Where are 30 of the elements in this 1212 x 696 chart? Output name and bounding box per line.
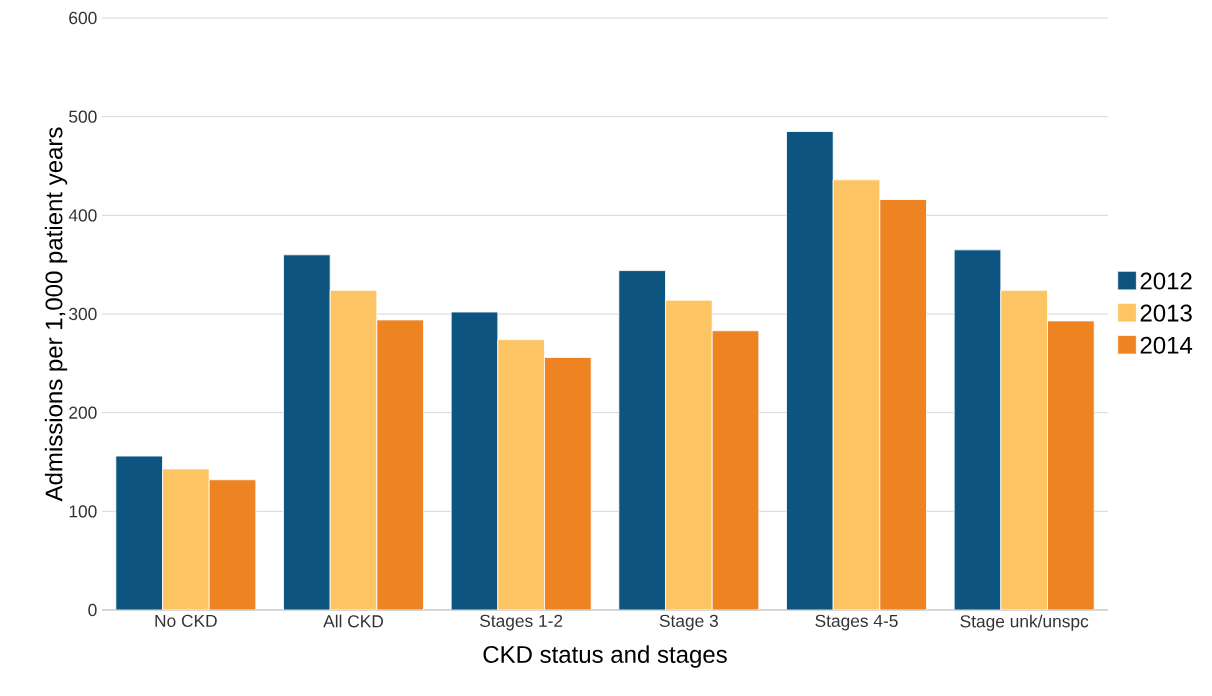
y-tick-label: 600: [69, 11, 97, 25]
y-tick-label: 100: [69, 505, 97, 518]
y-tick-label: 200: [69, 406, 97, 419]
x-tick-label: Stages 4-5: [815, 614, 898, 631]
x-tick-label: Stages 1-2: [480, 614, 563, 631]
bar: [618, 270, 666, 610]
legend-label: 2014: [1140, 336, 1193, 354]
y-tick-label: 0: [88, 603, 97, 617]
bar: [376, 319, 424, 610]
x-tick-label: All CKD: [323, 614, 383, 628]
bar: [786, 131, 834, 610]
y-tick-label: 500: [69, 110, 97, 123]
bar: [450, 311, 499, 610]
y-axis-title: Admissions per 1,000 patient years: [44, 127, 68, 502]
bar: [953, 249, 1002, 610]
x-tick-label: No CKD: [155, 614, 217, 627]
x-axis-title: CKD status and stages: [483, 645, 727, 668]
bar: [879, 199, 927, 610]
legend-label: 2012: [1140, 272, 1192, 290]
bar: [115, 455, 163, 610]
bar: [1047, 320, 1095, 610]
y-tick-label: 400: [68, 209, 97, 222]
bar: [544, 357, 592, 610]
legend-label: 2013: [1140, 304, 1192, 322]
y-tick-label: 300: [69, 307, 97, 321]
bar: [208, 479, 257, 610]
x-tick-label: Stage unk/unspc: [960, 614, 1089, 631]
bar: [711, 330, 760, 610]
bar: [283, 254, 331, 610]
x-tick-label: Stage 3: [659, 614, 718, 631]
